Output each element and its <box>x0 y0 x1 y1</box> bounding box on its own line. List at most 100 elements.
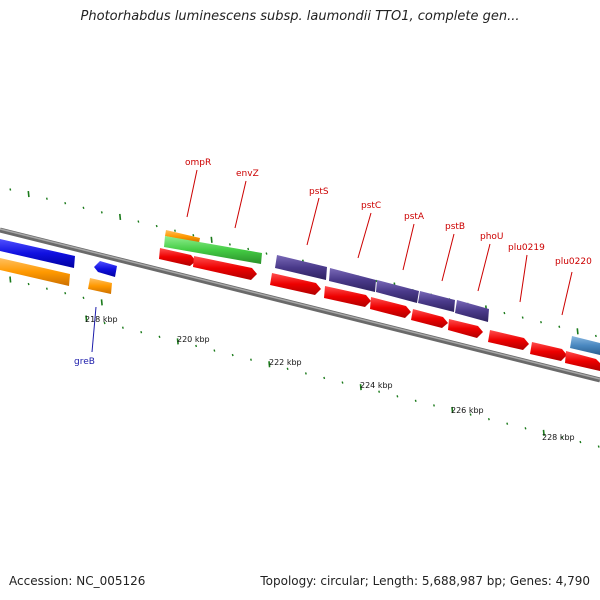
cds-red-psts[interactable] <box>270 273 321 295</box>
kbp-label-218: 218 kbp <box>85 315 118 324</box>
outer-minor-tick <box>247 247 250 251</box>
inner-minor-tick <box>414 399 417 403</box>
outer-major-tick <box>210 236 213 243</box>
genome-summary-text: Topology: circular; Length: 5,688,987 bp… <box>260 574 590 588</box>
gene-purple-psta[interactable] <box>376 280 419 303</box>
gene-purple-pstc[interactable] <box>329 268 376 292</box>
gene-label-plu0220[interactable]: plu0220 <box>555 257 592 267</box>
inner-major-tick <box>268 361 271 368</box>
upper-inner-minor-tick <box>45 287 48 290</box>
outer-major-tick <box>576 328 579 335</box>
outer-minor-tick <box>82 206 85 210</box>
gene-label-phou[interactable]: phoU <box>480 232 504 242</box>
cds-red-pstc[interactable] <box>324 286 371 307</box>
cds-red-right[interactable] <box>565 351 600 371</box>
inner-minor-tick <box>433 404 435 407</box>
inner-minor-tick <box>231 353 234 357</box>
inner-minor-tick <box>524 427 527 430</box>
outer-minor-tick <box>100 211 103 214</box>
gene-labels: ompR envZ pstS pstC pstA pstB phoU plu02… <box>74 158 592 367</box>
upper-inner-minor-tick <box>27 282 30 286</box>
outer-minor-tick <box>375 279 378 283</box>
inner-minor-tick <box>506 422 509 425</box>
inner-minor-tick <box>103 321 106 325</box>
outer-minor-tick <box>503 311 506 315</box>
cds-red-pstb[interactable] <box>411 309 448 328</box>
accession-text: Accession: NC_005126 <box>9 574 146 588</box>
inner-minor-tick <box>597 445 600 448</box>
backbone <box>0 227 600 383</box>
cds-blue-left[interactable] <box>0 239 75 268</box>
inner-tick-row <box>85 315 600 448</box>
gene-steel-blue[interactable] <box>570 336 600 355</box>
gene-label-ompr[interactable]: ompR <box>185 158 211 168</box>
upper-inner-major-tick <box>9 276 12 283</box>
gene-orange-ompr[interactable] <box>165 230 200 243</box>
outer-minor-tick <box>174 229 176 232</box>
gene-label-greb[interactable]: greB <box>74 357 95 367</box>
cds-orange-left[interactable] <box>0 258 70 286</box>
inner-major-tick <box>85 315 88 322</box>
cds-red-psta[interactable] <box>370 297 411 318</box>
map-title: Photorhabdus luminescens subsp. laumondi… <box>80 9 520 24</box>
inner-minor-tick <box>323 376 326 380</box>
inner-minor-tick <box>561 436 564 439</box>
gene-purple-psts[interactable] <box>275 255 327 280</box>
gene-purple-pstb[interactable] <box>418 291 455 312</box>
outer-minor-tick <box>45 197 48 200</box>
inner-minor-tick <box>213 349 216 352</box>
inner-minor-tick <box>487 417 490 421</box>
outer-major-tick <box>119 213 122 221</box>
inner-minor-tick <box>396 395 399 398</box>
gene-label-plu0219[interactable]: plu0219 <box>508 243 545 253</box>
inner-minor-tick <box>286 367 289 371</box>
gene-label-envz[interactable]: envZ <box>236 169 259 179</box>
kbp-label-224: 224 kbp <box>360 381 393 390</box>
upper-inner-tick-row <box>9 276 103 306</box>
inner-minor-tick <box>378 390 381 393</box>
inner-major-tick <box>542 429 545 436</box>
inner-minor-tick <box>579 440 582 444</box>
kbp-label-226: 226 kbp <box>451 406 484 415</box>
callout-lines <box>91 169 573 353</box>
inner-minor-tick <box>121 326 124 329</box>
upper-inner-major-tick <box>100 299 103 306</box>
inner-minor-tick <box>250 358 252 361</box>
outer-minor-tick <box>64 202 67 205</box>
kbp-label-222: 222 kbp <box>269 358 302 367</box>
cds-red-plu0219[interactable] <box>488 330 529 350</box>
forward-strand-features <box>0 230 600 355</box>
gene-label-pstc[interactable]: pstC <box>361 201 381 211</box>
cds-orange-greb[interactable] <box>88 278 112 294</box>
outer-minor-tick <box>228 243 231 246</box>
upper-inner-minor-tick <box>64 292 67 295</box>
kbp-label-220: 220 kbp <box>177 335 210 344</box>
cds-red-ompr[interactable] <box>159 248 196 266</box>
outer-minor-tick <box>192 234 195 237</box>
inner-minor-tick <box>195 344 198 348</box>
inner-minor-tick <box>304 372 307 375</box>
inner-minor-tick <box>469 413 472 416</box>
outer-minor-tick <box>9 188 12 191</box>
cds-red-phou[interactable] <box>448 319 483 338</box>
gene-label-psts[interactable]: pstS <box>309 187 329 197</box>
outer-minor-tick <box>540 320 542 324</box>
inner-major-tick <box>176 338 179 345</box>
gene-label-psta[interactable]: pstA <box>404 212 425 222</box>
cds-red-plu0220[interactable] <box>530 342 567 361</box>
gene-purple-phou[interactable] <box>455 300 489 322</box>
outer-minor-tick <box>558 325 561 328</box>
inner-minor-tick <box>341 381 344 384</box>
cds-blue-greb[interactable] <box>94 261 117 277</box>
outer-minor-tick <box>265 252 268 255</box>
outer-minor-tick <box>155 224 158 228</box>
gene-green-envz[interactable] <box>164 236 262 264</box>
outer-minor-tick <box>137 220 140 223</box>
cds-red-envz[interactable] <box>193 256 257 280</box>
inner-major-tick <box>451 406 454 414</box>
inner-minor-tick <box>158 335 161 339</box>
inner-minor-tick <box>140 331 143 334</box>
kbp-label-228: 228 kbp <box>542 433 575 442</box>
gene-label-pstb[interactable]: pstB <box>445 222 465 232</box>
